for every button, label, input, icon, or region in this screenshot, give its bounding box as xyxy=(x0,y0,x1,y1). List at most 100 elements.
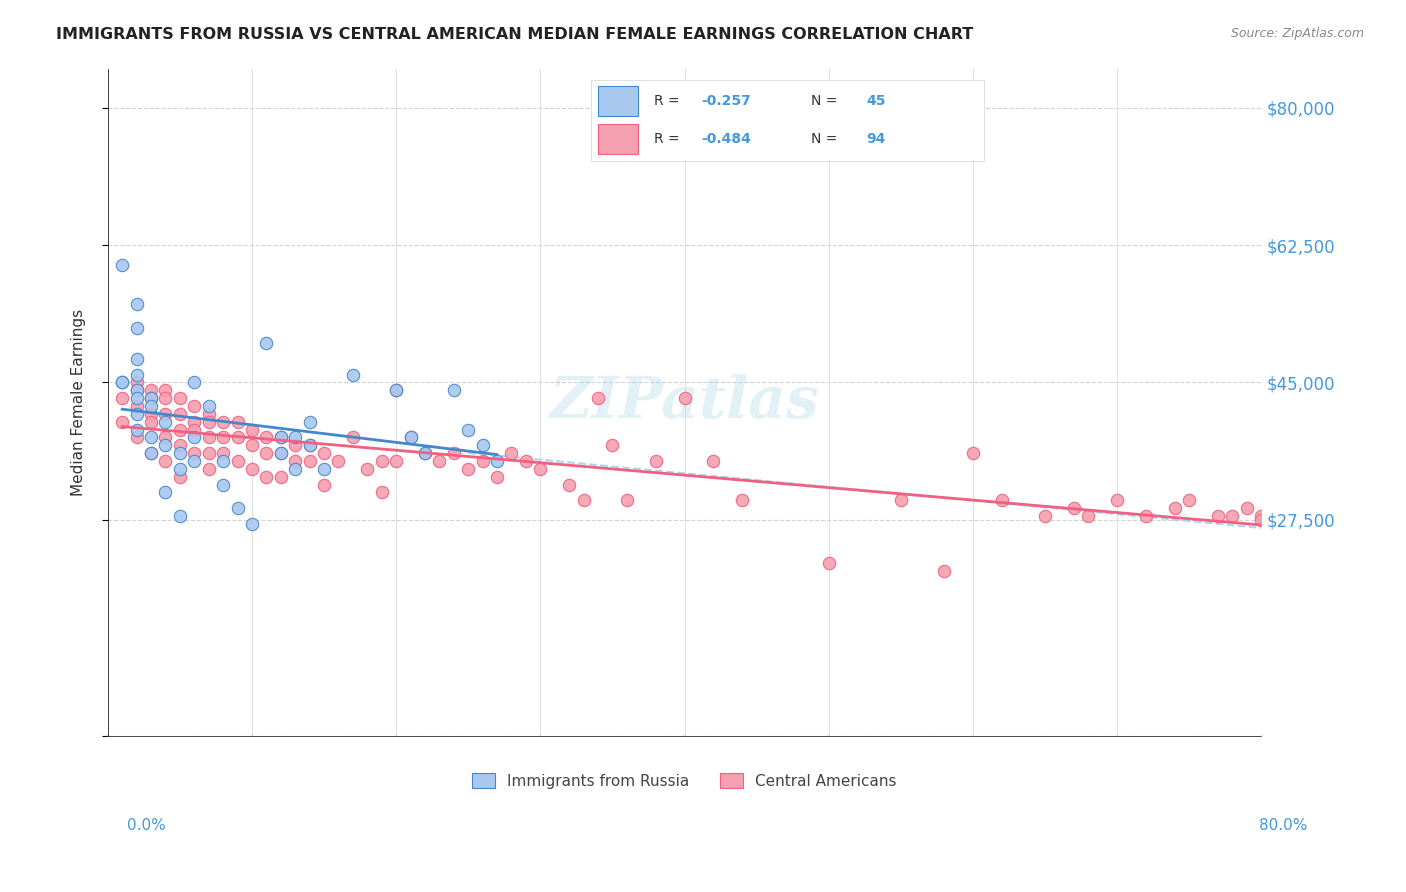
Point xyxy=(342,368,364,382)
Point xyxy=(197,399,219,413)
Point xyxy=(312,462,335,476)
Point xyxy=(312,446,335,460)
Point xyxy=(558,477,581,491)
Point xyxy=(1250,508,1272,523)
Point xyxy=(125,297,148,311)
Point xyxy=(125,399,148,413)
Point xyxy=(183,399,205,413)
Point xyxy=(457,423,479,437)
Point xyxy=(226,454,249,468)
Point xyxy=(356,462,378,476)
Point xyxy=(962,446,984,460)
Point xyxy=(328,454,350,468)
Point xyxy=(702,454,724,468)
Point xyxy=(169,462,191,476)
Point xyxy=(125,351,148,366)
Point xyxy=(254,336,277,351)
Point xyxy=(240,423,263,437)
Point xyxy=(155,430,177,444)
Point xyxy=(111,376,134,390)
Point xyxy=(298,454,321,468)
Point xyxy=(125,430,148,444)
Point xyxy=(298,438,321,452)
Point xyxy=(731,493,754,508)
Point xyxy=(413,446,436,460)
Point xyxy=(385,384,408,398)
Point xyxy=(212,415,235,429)
Point xyxy=(602,438,624,452)
Point xyxy=(183,446,205,460)
Point xyxy=(298,415,321,429)
Point xyxy=(254,446,277,460)
Point xyxy=(139,391,162,405)
Point xyxy=(572,493,595,508)
Point xyxy=(457,462,479,476)
Point xyxy=(139,446,162,460)
Point xyxy=(169,423,191,437)
Point xyxy=(183,376,205,390)
Bar xyxy=(599,124,638,154)
Point xyxy=(1250,513,1272,527)
Point xyxy=(342,430,364,444)
Point xyxy=(270,446,292,460)
Point xyxy=(385,384,408,398)
Point xyxy=(197,430,219,444)
Point xyxy=(155,438,177,452)
Point xyxy=(226,430,249,444)
Point xyxy=(270,430,292,444)
Text: N =: N = xyxy=(811,132,842,146)
Point xyxy=(197,446,219,460)
Point xyxy=(1033,508,1056,523)
Point xyxy=(125,376,148,390)
Point xyxy=(212,430,235,444)
Point xyxy=(125,368,148,382)
Point xyxy=(1135,508,1157,523)
Point xyxy=(270,469,292,483)
Point xyxy=(111,258,134,272)
Point xyxy=(125,384,148,398)
Point xyxy=(370,454,392,468)
Point xyxy=(515,454,537,468)
Text: R =: R = xyxy=(654,132,683,146)
Point xyxy=(1236,501,1258,516)
Text: -0.257: -0.257 xyxy=(700,95,751,108)
Point xyxy=(169,391,191,405)
Point xyxy=(183,430,205,444)
Point xyxy=(1206,508,1229,523)
Point xyxy=(429,454,451,468)
Point xyxy=(312,477,335,491)
Point xyxy=(399,430,422,444)
Point xyxy=(1063,501,1085,516)
Point xyxy=(226,501,249,516)
Point xyxy=(155,415,177,429)
Point xyxy=(240,516,263,531)
Text: R =: R = xyxy=(654,95,683,108)
Point xyxy=(890,493,912,508)
Point xyxy=(586,391,609,405)
Point xyxy=(240,438,263,452)
Point xyxy=(125,423,148,437)
Point xyxy=(155,454,177,468)
Point xyxy=(1077,508,1099,523)
Point xyxy=(125,407,148,421)
Point xyxy=(155,485,177,500)
Point xyxy=(125,320,148,334)
Point xyxy=(501,446,523,460)
Point xyxy=(443,384,465,398)
Text: Source: ZipAtlas.com: Source: ZipAtlas.com xyxy=(1230,27,1364,40)
Point xyxy=(197,407,219,421)
Text: N =: N = xyxy=(811,95,842,108)
Point xyxy=(111,391,134,405)
Point xyxy=(155,407,177,421)
Point xyxy=(155,391,177,405)
Text: ZIPatlas: ZIPatlas xyxy=(550,374,820,430)
Point xyxy=(183,415,205,429)
Point xyxy=(169,508,191,523)
Point xyxy=(169,446,191,460)
Text: 80.0%: 80.0% xyxy=(1260,818,1308,832)
Point xyxy=(990,493,1012,508)
Point xyxy=(443,446,465,460)
Point xyxy=(183,454,205,468)
Point xyxy=(111,376,134,390)
Point xyxy=(197,462,219,476)
